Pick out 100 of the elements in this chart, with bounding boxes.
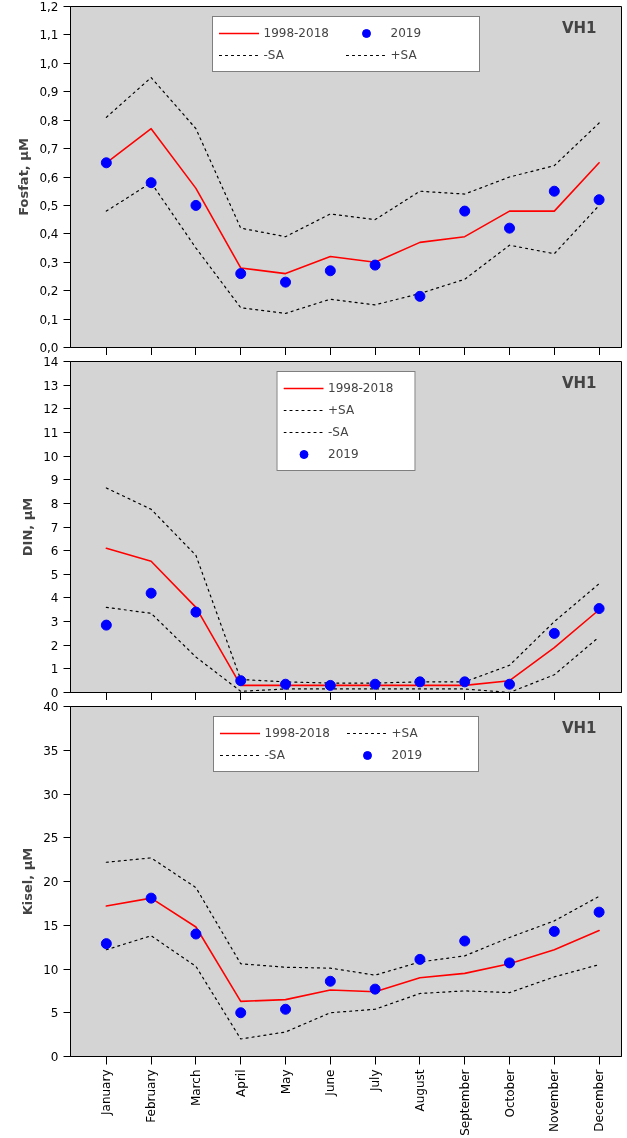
y-tick-label: 25	[43, 831, 59, 846]
y-tick-label: 5	[50, 1006, 59, 1021]
legend-label: -SA	[263, 48, 285, 62]
point	[235, 268, 247, 280]
y-tick-label: 8	[50, 496, 59, 511]
point	[414, 290, 426, 302]
y-tick-label: 0,7	[39, 142, 59, 157]
point	[459, 205, 471, 217]
annotation: VH1	[561, 373, 597, 392]
point	[190, 606, 202, 618]
x-tick-label: March	[188, 1069, 203, 1107]
point	[459, 935, 471, 947]
y-tick-label: 0,0	[39, 341, 59, 355]
y-tick-label: 30	[43, 787, 59, 802]
y-axis-title: DIN, µM	[20, 497, 36, 557]
y-tick-label: 10	[43, 449, 59, 464]
point	[504, 957, 516, 969]
y-tick-label: 1,1	[39, 28, 59, 43]
y-tick-label: 1,0	[39, 56, 59, 71]
y-tick-label: 0,9	[39, 85, 59, 100]
y-tick-label: 0,4	[39, 227, 59, 242]
y-tick-label: 0,1	[39, 312, 59, 327]
legend-label: 2019	[390, 26, 423, 40]
point	[324, 265, 336, 277]
point	[414, 953, 426, 965]
point	[190, 928, 202, 940]
point	[504, 222, 516, 234]
point	[100, 938, 112, 950]
x-tick-label: August	[412, 1069, 427, 1112]
x-tick-label: December	[592, 1069, 607, 1132]
point	[593, 603, 605, 615]
y-tick-label: 9	[50, 473, 59, 488]
y-tick-label: 0,6	[39, 170, 59, 185]
x-tick-label: February	[144, 1069, 159, 1123]
x-tick-label: April	[233, 1069, 248, 1097]
y-tick-label: 13	[43, 378, 59, 393]
y-tick-label: 4	[50, 591, 59, 606]
x-tick-label: June	[323, 1069, 338, 1097]
y-tick-label: 0	[50, 1050, 59, 1064]
y-tick-label: 14	[43, 355, 59, 369]
legend-label: 1998-2018	[328, 381, 395, 395]
y-tick-label: 5	[50, 567, 59, 582]
line-series	[105, 857, 600, 976]
point	[100, 157, 112, 169]
point	[235, 675, 247, 687]
legend-label: 2019	[391, 748, 424, 762]
y-tick-label: 0	[50, 686, 59, 700]
x-tick-label: October	[502, 1069, 517, 1118]
legend-label: 1998-2018	[264, 726, 331, 740]
point	[145, 177, 157, 189]
y-tick-label: 20	[43, 875, 59, 889]
y-tick-label: 1	[50, 662, 59, 677]
point	[548, 925, 560, 937]
point	[593, 194, 605, 206]
y-tick-label: 7	[50, 520, 59, 535]
y-tick-label: 15	[43, 918, 59, 933]
point	[504, 678, 516, 690]
point	[280, 276, 292, 288]
point	[369, 259, 381, 271]
annotation: VH1	[561, 18, 597, 37]
y-tick-label: 2	[50, 638, 59, 653]
legend-label: -SA	[264, 748, 286, 762]
point	[235, 1007, 247, 1019]
point	[145, 892, 157, 904]
x-tick-label: November	[547, 1069, 562, 1132]
y-tick-label: 10	[43, 962, 59, 977]
point	[548, 627, 560, 639]
point	[459, 676, 471, 688]
y-tick-label: 0,8	[39, 113, 59, 128]
annotation: VH1	[561, 718, 597, 737]
point	[280, 678, 292, 690]
legend-label: +SA	[328, 403, 356, 417]
legend-label: 2019	[328, 447, 360, 461]
y-tick-label: 40	[43, 700, 59, 714]
point	[280, 1003, 292, 1015]
legend-label: 1998-2018	[263, 26, 330, 40]
y-axis-title: Kisel, µM	[20, 847, 36, 916]
x-tick-label: September	[457, 1069, 472, 1136]
x-tick-label: May	[278, 1069, 293, 1095]
y-tick-label: 0,3	[39, 255, 59, 270]
y-tick-label: 0,2	[39, 284, 59, 299]
y-tick-label: 11	[43, 425, 59, 440]
y-tick-label: 6	[50, 544, 59, 559]
y-tick-label: 0,5	[39, 198, 59, 213]
point	[369, 983, 381, 995]
point	[190, 199, 202, 211]
point	[548, 185, 560, 197]
legend-label: -SA	[328, 425, 350, 439]
legend-label: +SA	[390, 48, 418, 62]
x-tick-label: July	[368, 1069, 383, 1093]
y-tick-label: 3	[50, 615, 59, 630]
point	[100, 619, 112, 631]
y-tick-label: 1,2	[39, 0, 59, 14]
point	[414, 676, 426, 688]
point	[369, 678, 381, 690]
line-series	[105, 76, 600, 238]
point	[324, 679, 336, 691]
y-tick-label: 12	[43, 402, 59, 417]
point	[145, 587, 157, 599]
y-tick-label: 35	[43, 743, 59, 758]
